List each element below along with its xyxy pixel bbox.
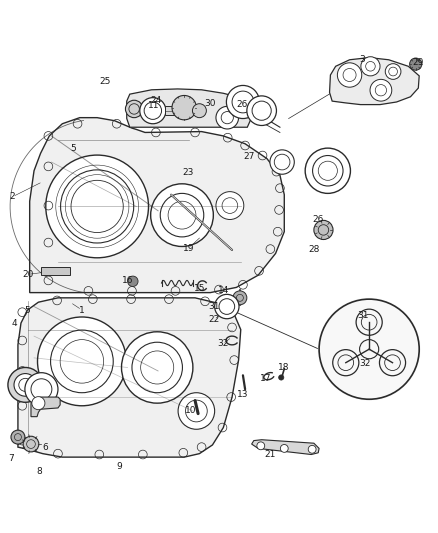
Circle shape bbox=[11, 430, 25, 444]
Text: 25: 25 bbox=[99, 77, 111, 86]
Text: 26: 26 bbox=[313, 215, 324, 224]
Circle shape bbox=[14, 374, 37, 396]
Text: 31: 31 bbox=[208, 302, 219, 311]
Circle shape bbox=[410, 58, 422, 70]
Circle shape bbox=[38, 317, 126, 406]
Text: 18: 18 bbox=[278, 363, 289, 372]
Text: 14: 14 bbox=[218, 286, 229, 295]
Text: 6: 6 bbox=[42, 442, 48, 451]
Bar bbox=[41, 268, 70, 275]
Circle shape bbox=[337, 63, 362, 87]
Text: 13: 13 bbox=[237, 390, 249, 399]
Circle shape bbox=[361, 56, 380, 76]
Circle shape bbox=[46, 155, 148, 258]
Text: 32: 32 bbox=[360, 359, 371, 368]
Text: 11: 11 bbox=[148, 101, 159, 110]
Text: 7: 7 bbox=[8, 454, 14, 463]
Polygon shape bbox=[329, 58, 419, 104]
Circle shape bbox=[318, 298, 420, 400]
Text: 5: 5 bbox=[71, 144, 76, 154]
Text: 10: 10 bbox=[185, 407, 197, 416]
Text: 21: 21 bbox=[265, 450, 276, 459]
Text: 9: 9 bbox=[116, 462, 122, 471]
Circle shape bbox=[216, 107, 239, 129]
Circle shape bbox=[178, 393, 215, 429]
Text: 15: 15 bbox=[194, 284, 205, 293]
Circle shape bbox=[121, 332, 193, 403]
Circle shape bbox=[32, 397, 45, 410]
Circle shape bbox=[305, 148, 350, 193]
Text: 32: 32 bbox=[217, 340, 228, 349]
Circle shape bbox=[125, 100, 143, 118]
Polygon shape bbox=[30, 118, 284, 293]
Text: 20: 20 bbox=[23, 270, 34, 279]
Circle shape bbox=[172, 95, 196, 120]
Circle shape bbox=[370, 79, 392, 101]
Circle shape bbox=[314, 220, 333, 239]
Text: 16: 16 bbox=[122, 276, 133, 285]
Text: 2: 2 bbox=[10, 192, 15, 201]
Text: 5: 5 bbox=[25, 305, 30, 314]
Circle shape bbox=[8, 367, 43, 402]
Text: 1: 1 bbox=[79, 305, 85, 314]
Text: 23: 23 bbox=[182, 168, 193, 177]
Circle shape bbox=[151, 184, 213, 246]
Text: 24: 24 bbox=[150, 96, 162, 105]
Circle shape bbox=[308, 446, 316, 453]
Text: 29: 29 bbox=[413, 58, 424, 67]
Circle shape bbox=[127, 276, 138, 287]
Circle shape bbox=[25, 373, 58, 406]
Circle shape bbox=[192, 104, 206, 118]
Circle shape bbox=[215, 294, 239, 319]
Circle shape bbox=[23, 436, 39, 452]
Circle shape bbox=[247, 96, 276, 125]
Bar bbox=[165, 107, 176, 115]
Text: 17: 17 bbox=[260, 374, 272, 383]
Text: 4: 4 bbox=[12, 319, 17, 328]
Text: 8: 8 bbox=[37, 467, 42, 477]
Text: 3: 3 bbox=[360, 55, 365, 64]
Polygon shape bbox=[18, 298, 241, 457]
Circle shape bbox=[140, 98, 166, 124]
Text: 22: 22 bbox=[208, 315, 219, 324]
Polygon shape bbox=[31, 397, 60, 417]
Circle shape bbox=[233, 291, 247, 305]
Text: 19: 19 bbox=[183, 244, 194, 253]
Text: 27: 27 bbox=[244, 152, 255, 161]
Circle shape bbox=[257, 442, 265, 450]
Circle shape bbox=[279, 375, 284, 380]
Circle shape bbox=[226, 85, 259, 118]
Circle shape bbox=[270, 150, 294, 174]
Circle shape bbox=[216, 192, 244, 220]
Text: 30: 30 bbox=[205, 99, 216, 108]
Text: 26: 26 bbox=[236, 100, 247, 109]
Circle shape bbox=[280, 445, 288, 453]
Polygon shape bbox=[127, 89, 251, 127]
Circle shape bbox=[385, 63, 401, 79]
Polygon shape bbox=[252, 440, 319, 455]
Text: 28: 28 bbox=[308, 245, 320, 254]
Text: 31: 31 bbox=[357, 311, 368, 320]
